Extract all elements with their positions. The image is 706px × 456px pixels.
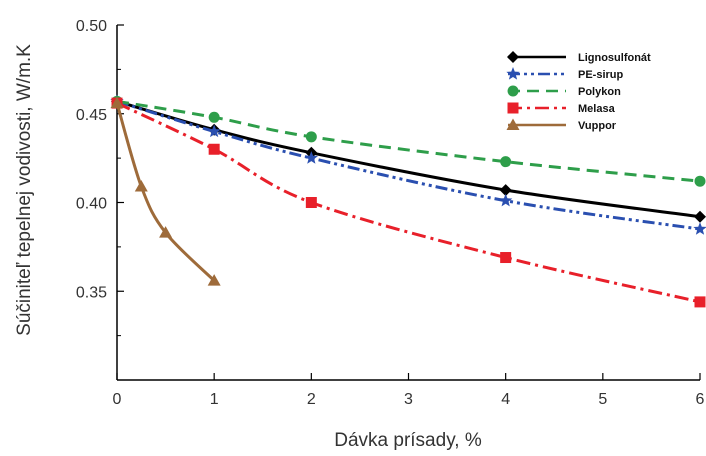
data-point (207, 274, 221, 286)
legend: Lignosulfonát PE-sirup Polykon Melasa Vuppor (506, 51, 651, 132)
legend-marker (507, 85, 519, 97)
data-point (500, 252, 512, 264)
data-point (134, 180, 148, 192)
series-line (116, 99, 701, 231)
series-line (116, 99, 701, 183)
data-point (305, 131, 317, 143)
series-line (116, 99, 701, 219)
legend-label: PE-sirup (578, 69, 624, 81)
data-point (159, 226, 173, 238)
series-vuppor (110, 96, 221, 286)
data-point (694, 210, 706, 223)
data-point (304, 151, 318, 164)
series-melasa (111, 97, 706, 308)
data-point (694, 296, 706, 308)
x-tick-label: 2 (307, 391, 316, 408)
legend-label: Melasa (578, 103, 616, 115)
y-tick-label: 0.40 (76, 196, 107, 213)
x-tick-label: 1 (210, 391, 219, 408)
x-tick-label: 3 (404, 391, 413, 408)
y-tick-label: 0.35 (76, 284, 107, 301)
legend-marker (506, 118, 520, 130)
data-point (305, 197, 317, 208)
y-tick-label: 0.45 (76, 107, 107, 124)
x-tick-label: 5 (598, 391, 607, 408)
legend-marker (507, 102, 519, 114)
legend-label: Polykon (578, 86, 621, 98)
legend-label: Lignosulfonát (578, 52, 651, 64)
data-point (207, 124, 221, 138)
data-point (208, 143, 220, 155)
legend-marker (507, 51, 519, 63)
data-point (499, 193, 513, 207)
y-tick-label: 0.50 (76, 18, 107, 35)
data-point (500, 156, 512, 168)
x-axis-title: Dávka prísady, % (334, 430, 482, 451)
series-line (115, 102, 216, 282)
y-axis-title: Súčiniteľ tepelnej vodivosti, W/m.K (14, 44, 35, 336)
series-layer (110, 94, 706, 308)
data-point (499, 184, 512, 197)
x-tick-label: 0 (113, 391, 122, 408)
data-point (694, 175, 706, 187)
x-tick-label: 6 (696, 391, 705, 408)
x-tick-label: 4 (501, 391, 510, 408)
data-point (693, 222, 706, 235)
data-point (110, 96, 124, 109)
axes: 0 1 2 3 4 5 6 0.35 0.40 0.45 0.50 (76, 18, 705, 408)
legend-marker (506, 67, 520, 80)
data-point (208, 111, 220, 123)
legend-label: Vuppor (578, 120, 617, 132)
series-line (116, 101, 701, 304)
